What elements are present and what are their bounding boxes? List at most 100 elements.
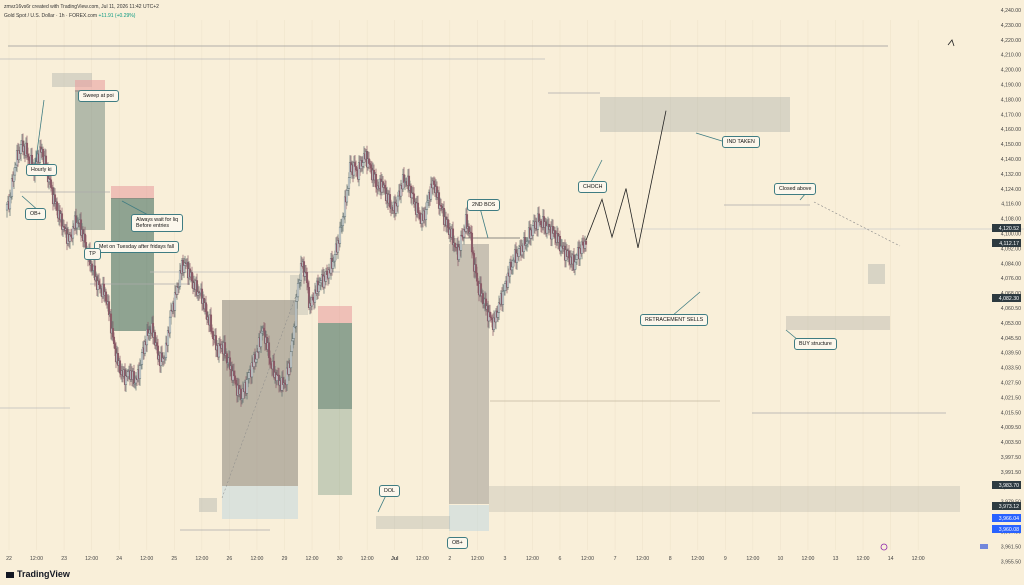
candle-down <box>233 375 237 381</box>
time-tick-label: 14 <box>888 556 894 562</box>
annotation-liq[interactable]: Always wait for liq Before entries <box>131 214 184 232</box>
time-tick-label: 12:00 <box>526 556 539 562</box>
candle-up <box>298 279 302 283</box>
price-label: 3,973.12 <box>999 504 1019 510</box>
candle-up <box>345 190 349 203</box>
price-label: 3,983.70 <box>999 483 1019 489</box>
candle-up <box>140 352 144 365</box>
candle-up <box>425 201 429 210</box>
candle-up <box>573 261 577 270</box>
time-tick-label: 12:00 <box>250 556 263 562</box>
annotation-sweep[interactable]: Sweep at poi <box>78 90 119 102</box>
candle-up <box>341 216 345 227</box>
symbol-name: Gold Spot / U.S. Dollar · 1h · FOREX.com <box>4 13 98 19</box>
price-tick-label: 4,003.50 <box>1001 440 1021 446</box>
price-label-bg <box>992 502 1021 510</box>
price-label: 3,960.08 <box>999 527 1019 533</box>
price-tick-label: 4,100.00 <box>1001 232 1021 238</box>
candle-down <box>55 201 59 211</box>
zone-box <box>600 97 790 132</box>
zone-box <box>318 323 352 409</box>
price-axis: 4,240.00 4,230.00 4,220.00 4,210.00 4,200.00… <box>992 8 1021 565</box>
annotation-choch[interactable]: CHOCH <box>578 181 608 193</box>
zone-box <box>75 80 105 92</box>
candle-down <box>239 388 243 400</box>
price-tick-label: 4,230.00 <box>1001 23 1021 29</box>
price-tick-label: 4,220.00 <box>1001 38 1021 44</box>
annotation-tuesday[interactable]: Met on Tuesday after fridays fall <box>94 241 180 253</box>
candles <box>5 133 588 407</box>
zone-box <box>199 498 217 512</box>
annotation-closed-above[interactable]: Closed above <box>774 183 817 195</box>
candle-down <box>354 166 358 170</box>
annotation-tp[interactable]: TP <box>84 248 101 260</box>
candle-up <box>294 301 298 327</box>
candle-down <box>83 233 87 243</box>
time-tick-label: 26 <box>227 556 233 562</box>
price-tick-label: 4,076.00 <box>1001 276 1021 282</box>
annotation-ob-2[interactable]: OB+ <box>447 537 468 549</box>
time-tick-label: 25 <box>171 556 177 562</box>
zone-box <box>489 486 960 512</box>
price-tick-label: 4,015.50 <box>1001 410 1021 416</box>
price-tick-label: 4,210.00 <box>1001 53 1021 59</box>
annotation-buy-structure[interactable]: BUY structure <box>794 338 837 350</box>
candle-up <box>331 261 335 269</box>
price-tick-label: 3,991.50 <box>1001 470 1021 476</box>
projection-arrowhead <box>947 39 955 47</box>
price-label-bg <box>992 514 1021 522</box>
time-tick-label: 22 <box>6 556 12 562</box>
annotation-pointer <box>695 132 723 142</box>
annotation-ob-1[interactable]: OB+ <box>25 208 46 220</box>
candle-down <box>470 232 474 253</box>
tradingview-logo-icon <box>6 571 14 578</box>
candle-down <box>190 272 194 282</box>
price-tick-label: 4,170.00 <box>1001 112 1021 118</box>
candle-down <box>111 328 115 338</box>
price-label: 4,112.17 <box>999 241 1019 247</box>
tradingview-logo[interactable]: TradingView <box>6 569 70 579</box>
time-tick-label: 12:00 <box>85 556 98 562</box>
zone-box <box>786 316 890 330</box>
candle-down <box>26 154 30 158</box>
zone-box <box>75 90 105 230</box>
annotation-hourly[interactable]: Hourly ki <box>26 164 57 176</box>
candle-down <box>132 371 136 384</box>
candle-up <box>424 209 428 221</box>
candle-down <box>90 263 94 272</box>
candle-up <box>503 283 507 291</box>
author-line: zmvz16vs6r created with TradingView.com,… <box>4 4 159 10</box>
zone-box <box>449 244 489 504</box>
annotation-dol[interactable]: DOL <box>379 485 400 497</box>
candle-down <box>98 284 102 290</box>
candle-down <box>225 353 229 364</box>
candle-down <box>267 342 271 359</box>
candle-up <box>5 203 9 211</box>
candle-down <box>204 302 208 312</box>
annotation-pointer <box>671 291 701 317</box>
price-tick-label: 4,150.00 <box>1001 142 1021 148</box>
candle-down <box>539 220 543 225</box>
annotation-2nd-bos[interactable]: 2ND BOS <box>467 199 501 211</box>
candle-up <box>124 375 128 385</box>
candle-down <box>432 180 436 185</box>
time-tick-label: 30 <box>337 556 343 562</box>
annotation-retracement-sells[interactable]: RETRACEMENT SELLS <box>640 314 709 326</box>
time-tick-label: 12:00 <box>801 556 814 562</box>
time-tick-label: 24 <box>116 556 122 562</box>
candle-down <box>27 156 31 161</box>
price-label: 4,082.30 <box>999 296 1019 302</box>
annotation-pointer <box>479 207 489 239</box>
price-tick-label: 4,190.00 <box>1001 83 1021 89</box>
price-tick-label: 4,009.50 <box>1001 425 1021 431</box>
price-tick-label: 4,092.00 <box>1001 246 1021 252</box>
candle-up <box>501 291 505 305</box>
annotation-ind-taken[interactable]: IND TAKEN <box>722 136 760 148</box>
candle-down <box>41 148 45 158</box>
candle-up <box>496 312 500 318</box>
price-tick-label: 4,124.00 <box>1001 187 1021 193</box>
candle-up <box>511 260 515 268</box>
candle-up <box>8 196 12 210</box>
time-tick-label: 12:00 <box>140 556 153 562</box>
